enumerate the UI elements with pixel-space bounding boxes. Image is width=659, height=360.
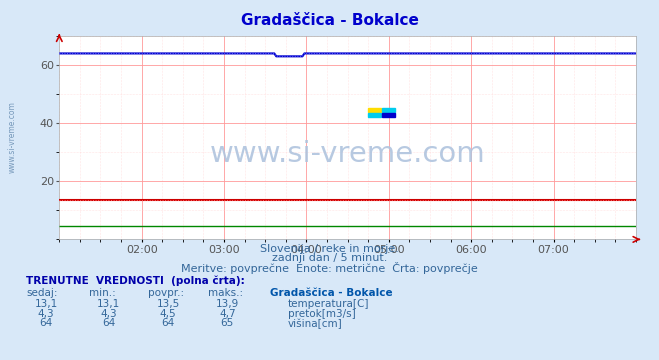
Text: 13,1: 13,1 <box>34 299 58 309</box>
Text: 64: 64 <box>40 318 53 328</box>
Text: višina[cm]: višina[cm] <box>288 318 343 329</box>
Text: 4,7: 4,7 <box>219 309 236 319</box>
Text: zadnji dan / 5 minut.: zadnji dan / 5 minut. <box>272 253 387 263</box>
FancyBboxPatch shape <box>382 113 395 117</box>
Text: maks.:: maks.: <box>208 288 243 298</box>
FancyBboxPatch shape <box>368 108 381 112</box>
Text: Gradaščica - Bokalce: Gradaščica - Bokalce <box>241 13 418 28</box>
Text: 13,9: 13,9 <box>215 299 239 309</box>
Text: 13,1: 13,1 <box>97 299 121 309</box>
Text: Slovenija / reke in morje.: Slovenija / reke in morje. <box>260 244 399 254</box>
Text: 64: 64 <box>102 318 115 328</box>
FancyBboxPatch shape <box>382 108 395 112</box>
Text: www.si-vreme.com: www.si-vreme.com <box>210 140 486 168</box>
Text: 13,5: 13,5 <box>156 299 180 309</box>
Text: 4,5: 4,5 <box>159 309 177 319</box>
Text: 4,3: 4,3 <box>100 309 117 319</box>
Text: Meritve: povprečne  Enote: metrične  Črta: povprečje: Meritve: povprečne Enote: metrične Črta:… <box>181 262 478 274</box>
Text: temperatura[C]: temperatura[C] <box>288 299 370 309</box>
Text: TRENUTNE  VREDNOSTI  (polna črta):: TRENUTNE VREDNOSTI (polna črta): <box>26 275 245 286</box>
Text: Gradaščica - Bokalce: Gradaščica - Bokalce <box>270 288 393 298</box>
Text: povpr.:: povpr.: <box>148 288 185 298</box>
Text: 65: 65 <box>221 318 234 328</box>
Text: www.si-vreme.com: www.si-vreme.com <box>7 101 16 173</box>
Text: min.:: min.: <box>89 288 116 298</box>
Text: 64: 64 <box>161 318 175 328</box>
Text: 4,3: 4,3 <box>38 309 55 319</box>
Text: sedaj:: sedaj: <box>26 288 58 298</box>
Text: pretok[m3/s]: pretok[m3/s] <box>288 309 356 319</box>
FancyBboxPatch shape <box>368 113 381 117</box>
